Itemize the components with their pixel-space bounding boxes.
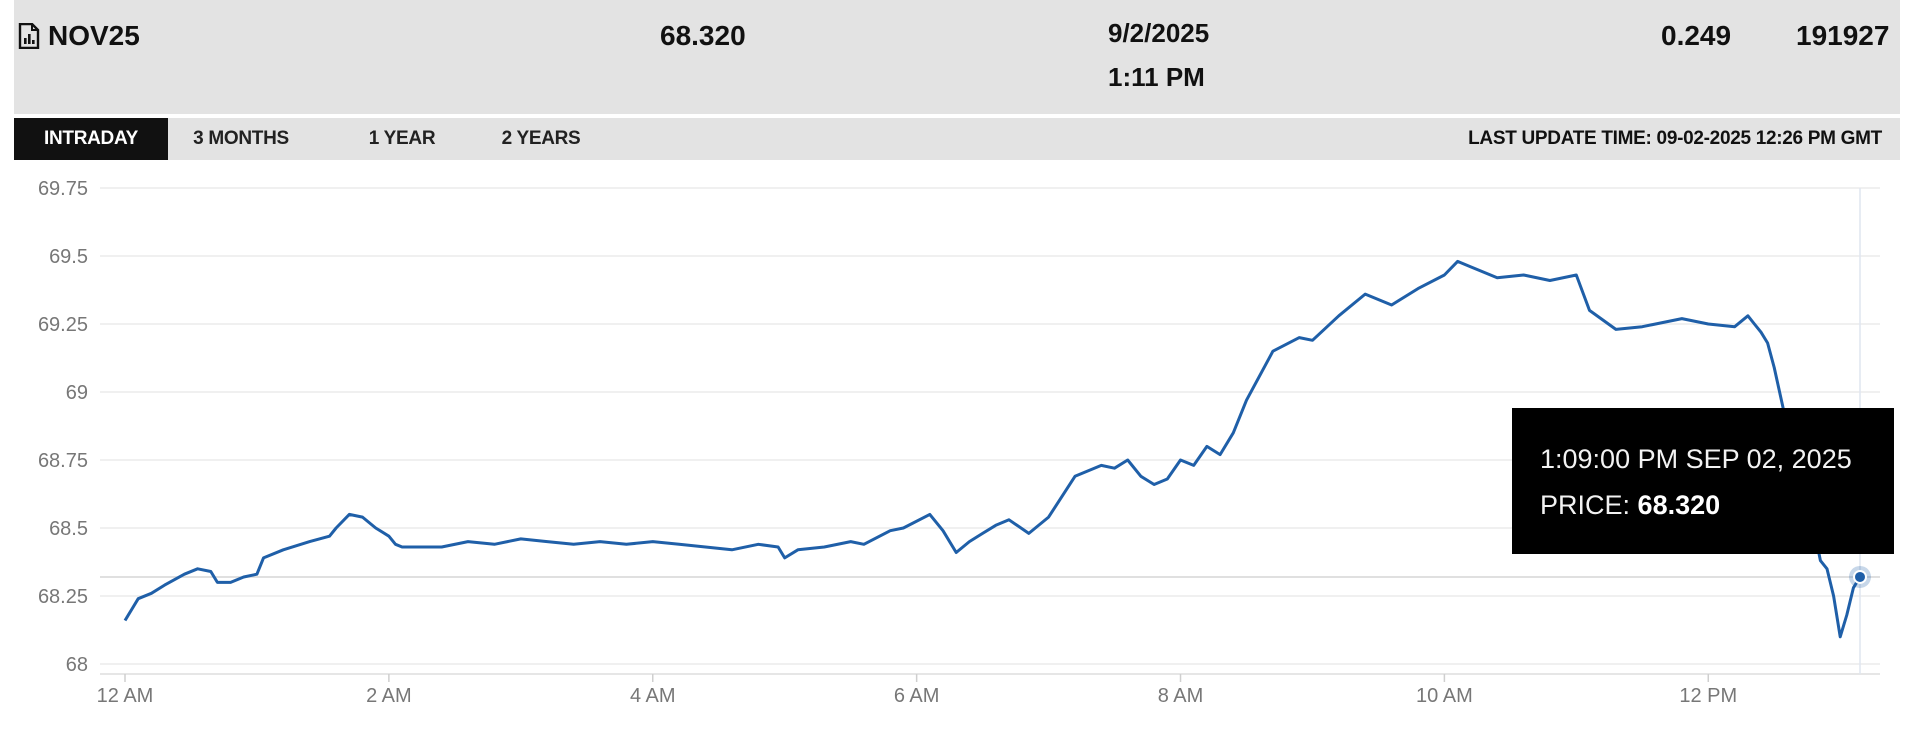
price-tooltip: 1:09:00 PM SEP 02, 2025 PRICE: 68.320: [1512, 408, 1894, 554]
price-change: 0.249: [1661, 20, 1732, 51]
tooltip-price: PRICE: 68.320: [1540, 490, 1720, 521]
range-tab-bar: INTRADAY 3 MONTHS 1 YEAR 2 YEARS LAST UP…: [14, 118, 1900, 160]
y-tick-label: 69.5: [49, 246, 88, 268]
tab-intraday[interactable]: INTRADAY: [14, 118, 168, 160]
symbol-block: NOV25: [18, 20, 140, 52]
y-tick-label: 68.25: [38, 586, 88, 608]
tab-1-year[interactable]: 1 YEAR: [368, 128, 436, 149]
price-chart[interactable]: 68 68.25 68.5 68.75 69 69.25 69.5 69.75 12 AM 2 A…: [0, 170, 1920, 730]
y-tick-label: 69: [66, 382, 88, 404]
axis-labels: 68 68.25 68.5 68.75 69 69.25 69.5 69.75 12 AM 2 A…: [38, 178, 1737, 707]
x-tick-label: 12 AM: [97, 685, 154, 707]
highlight-point[interactable]: [1853, 569, 1867, 584]
y-tick-label: 68.75: [38, 450, 88, 472]
y-tick-label: 69.75: [38, 178, 88, 200]
quote-header: NOV25 68.320 9/2/2025 1:11 PM 0.249 1919…: [14, 0, 1900, 114]
volume: 191927: [1796, 20, 1890, 51]
series-layer: [123, 259, 1871, 639]
x-tick-label: 6 AM: [894, 685, 940, 707]
x-tick-label: 2 AM: [366, 685, 412, 707]
tooltip-price-label: PRICE:: [1540, 490, 1631, 520]
tab-2-years[interactable]: 2 YEARS: [501, 128, 581, 149]
chart-document-icon: [18, 23, 40, 49]
last-price: 68.320: [660, 20, 746, 51]
tooltip-price-value: 68.320: [1637, 490, 1721, 520]
quote-date: 9/2/2025: [1108, 18, 1210, 48]
y-tick-label: 68.5: [49, 518, 88, 540]
tab-3-months[interactable]: 3 MONTHS: [193, 128, 289, 149]
y-tick-label: 69.25: [38, 314, 88, 336]
quote-time: 1:11 PM: [1108, 62, 1205, 92]
x-tick-label: 10 AM: [1416, 685, 1473, 707]
x-tick-label: 8 AM: [1158, 685, 1204, 707]
grid: [100, 187, 1880, 682]
x-tick-label: 12 PM: [1679, 685, 1737, 707]
symbol-name: NOV25: [48, 20, 140, 51]
y-tick-label: 68: [66, 654, 88, 676]
last-update-time: LAST UPDATE TIME: 09-02-2025 12:26 PM GM…: [1468, 128, 1882, 149]
tooltip-time: 1:09:00 PM SEP 02, 2025: [1540, 444, 1852, 474]
x-tick-label: 4 AM: [630, 685, 676, 707]
price-line: [123, 259, 1862, 639]
